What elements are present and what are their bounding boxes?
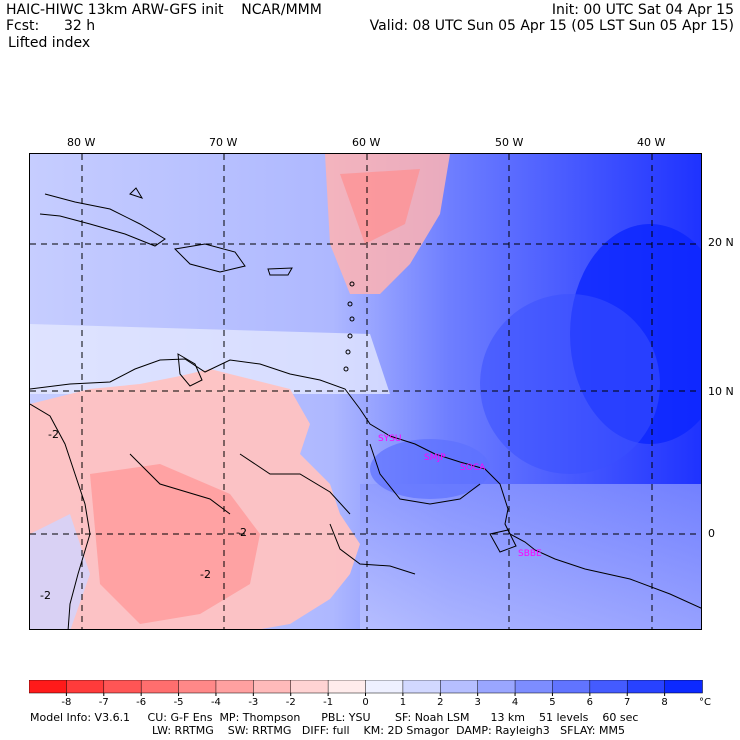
lifted-index-map: -2 -2 -2 -2 SYSU SMJP SOCA SBBE <box>29 153 702 630</box>
station-label-sbbe: SBBE <box>518 549 542 559</box>
colorbar-tick-label: -4 <box>211 697 221 708</box>
unstable-region <box>480 294 660 474</box>
contour-label: -2 <box>40 589 51 602</box>
lat-lon-grid <box>30 154 701 629</box>
colorbar-swatch <box>290 680 329 694</box>
colorbar-swatch <box>215 680 255 694</box>
colorbar-tick-label: 1 <box>400 697 406 708</box>
colorbar-swatch <box>402 680 442 694</box>
lat-label-20n: 20 N <box>708 236 734 249</box>
colorbar-swatch <box>440 680 479 694</box>
colorbar-tick-label: -1 <box>323 697 333 708</box>
colorbar-swatch <box>103 680 142 694</box>
colorbar-tick-label: 8 <box>661 697 667 708</box>
lon-label-50w: 50 W <box>495 136 524 149</box>
contour-label: -2 <box>200 568 211 581</box>
colorbar-swatch <box>626 680 666 694</box>
colorbar-tick-label: -5 <box>174 697 184 708</box>
stable-patch-core <box>340 169 420 244</box>
map-canvas: -2 -2 -2 -2 SYSU SMJP SOCA SBBE <box>30 154 701 629</box>
field-name: Lifted index <box>8 35 91 51</box>
colorbar-tick-labels: -8 -7 -6 -5 -4 -3 -2 -1 0 1 2 3 4 5 6 7 8 <box>61 693 668 708</box>
init-line: Init: 00 UTC Sat 04 Apr 15 <box>551 2 734 18</box>
colorbar-tick-label: -7 <box>99 697 109 708</box>
valid-line: Valid: 08 UTC Sun 05 Apr 15 (05 LST Sun … <box>369 18 734 34</box>
station-label-smjp: SMJP <box>424 453 446 463</box>
lesser-antilles <box>343 281 355 372</box>
colorbar-swatches <box>29 680 703 694</box>
colorbar-swatch <box>327 680 367 694</box>
colorbar-swatch <box>365 680 404 694</box>
colorbar-tick-label: -6 <box>136 697 146 708</box>
title-line: HAIC-HIWC 13km ARW-GFS init NCAR/MMM <box>6 2 322 18</box>
colorbar-swatch <box>29 680 68 694</box>
contour-label: -2 <box>236 526 247 539</box>
colorbar: -8 -7 -6 -5 -4 -3 -2 -1 0 1 2 3 4 5 6 7 8 °C <box>29 680 711 708</box>
guiana-unstable <box>370 439 490 499</box>
fcst-value: 32 h <box>64 18 96 34</box>
fcst-label: Fcst: <box>6 18 40 34</box>
colorbar-tick-label: 2 <box>437 697 443 708</box>
lat-label-10n: 10 N <box>708 385 734 398</box>
colorbar-tick-label: 0 <box>362 697 368 708</box>
lon-label-40w: 40 W <box>637 136 666 149</box>
colorbar-tick-label: 7 <box>624 697 630 708</box>
colorbar-swatch <box>66 680 105 694</box>
lat-label-0: 0 <box>708 527 715 540</box>
pacific-field <box>30 514 90 629</box>
colorbar-tick-label: 4 <box>512 697 518 708</box>
colorbar-swatch <box>140 680 180 694</box>
lon-label-80w: 80 W <box>67 136 96 149</box>
coastlines <box>30 187 701 629</box>
colorbar-tick-label: 3 <box>474 697 480 708</box>
colorbar-tick-label: 6 <box>587 697 593 708</box>
colorbar-unit: °C <box>699 697 711 708</box>
colorbar-swatch <box>477 680 516 694</box>
colorbar-swatch <box>589 680 628 694</box>
contour-label: -2 <box>48 428 59 441</box>
colorbar-tick-label: -3 <box>248 697 258 708</box>
colorbar-swatch <box>253 680 292 694</box>
lon-label-60w: 60 W <box>352 136 381 149</box>
colorbar-tick-label: -2 <box>286 697 296 708</box>
colorbar-tick-label: 5 <box>549 697 555 708</box>
colorbar-swatch <box>178 680 217 694</box>
station-label-soca: SOCA <box>460 463 486 473</box>
colorbar-swatch <box>552 680 591 694</box>
colorbar-tick-label: -8 <box>61 697 71 708</box>
model-info-line2: LW: RRTMG SW: RRTMG DIFF: full KM: 2D Sm… <box>152 724 625 737</box>
colorbar-swatch <box>514 680 554 694</box>
station-label-sysu: SYSU <box>378 434 402 444</box>
colorbar-swatch <box>664 680 703 694</box>
southeast-field <box>360 484 701 629</box>
model-info-line1: Model Info: V3.6.1 CU: G-F Ens MP: Thomp… <box>30 711 639 724</box>
lon-label-70w: 70 W <box>209 136 238 149</box>
